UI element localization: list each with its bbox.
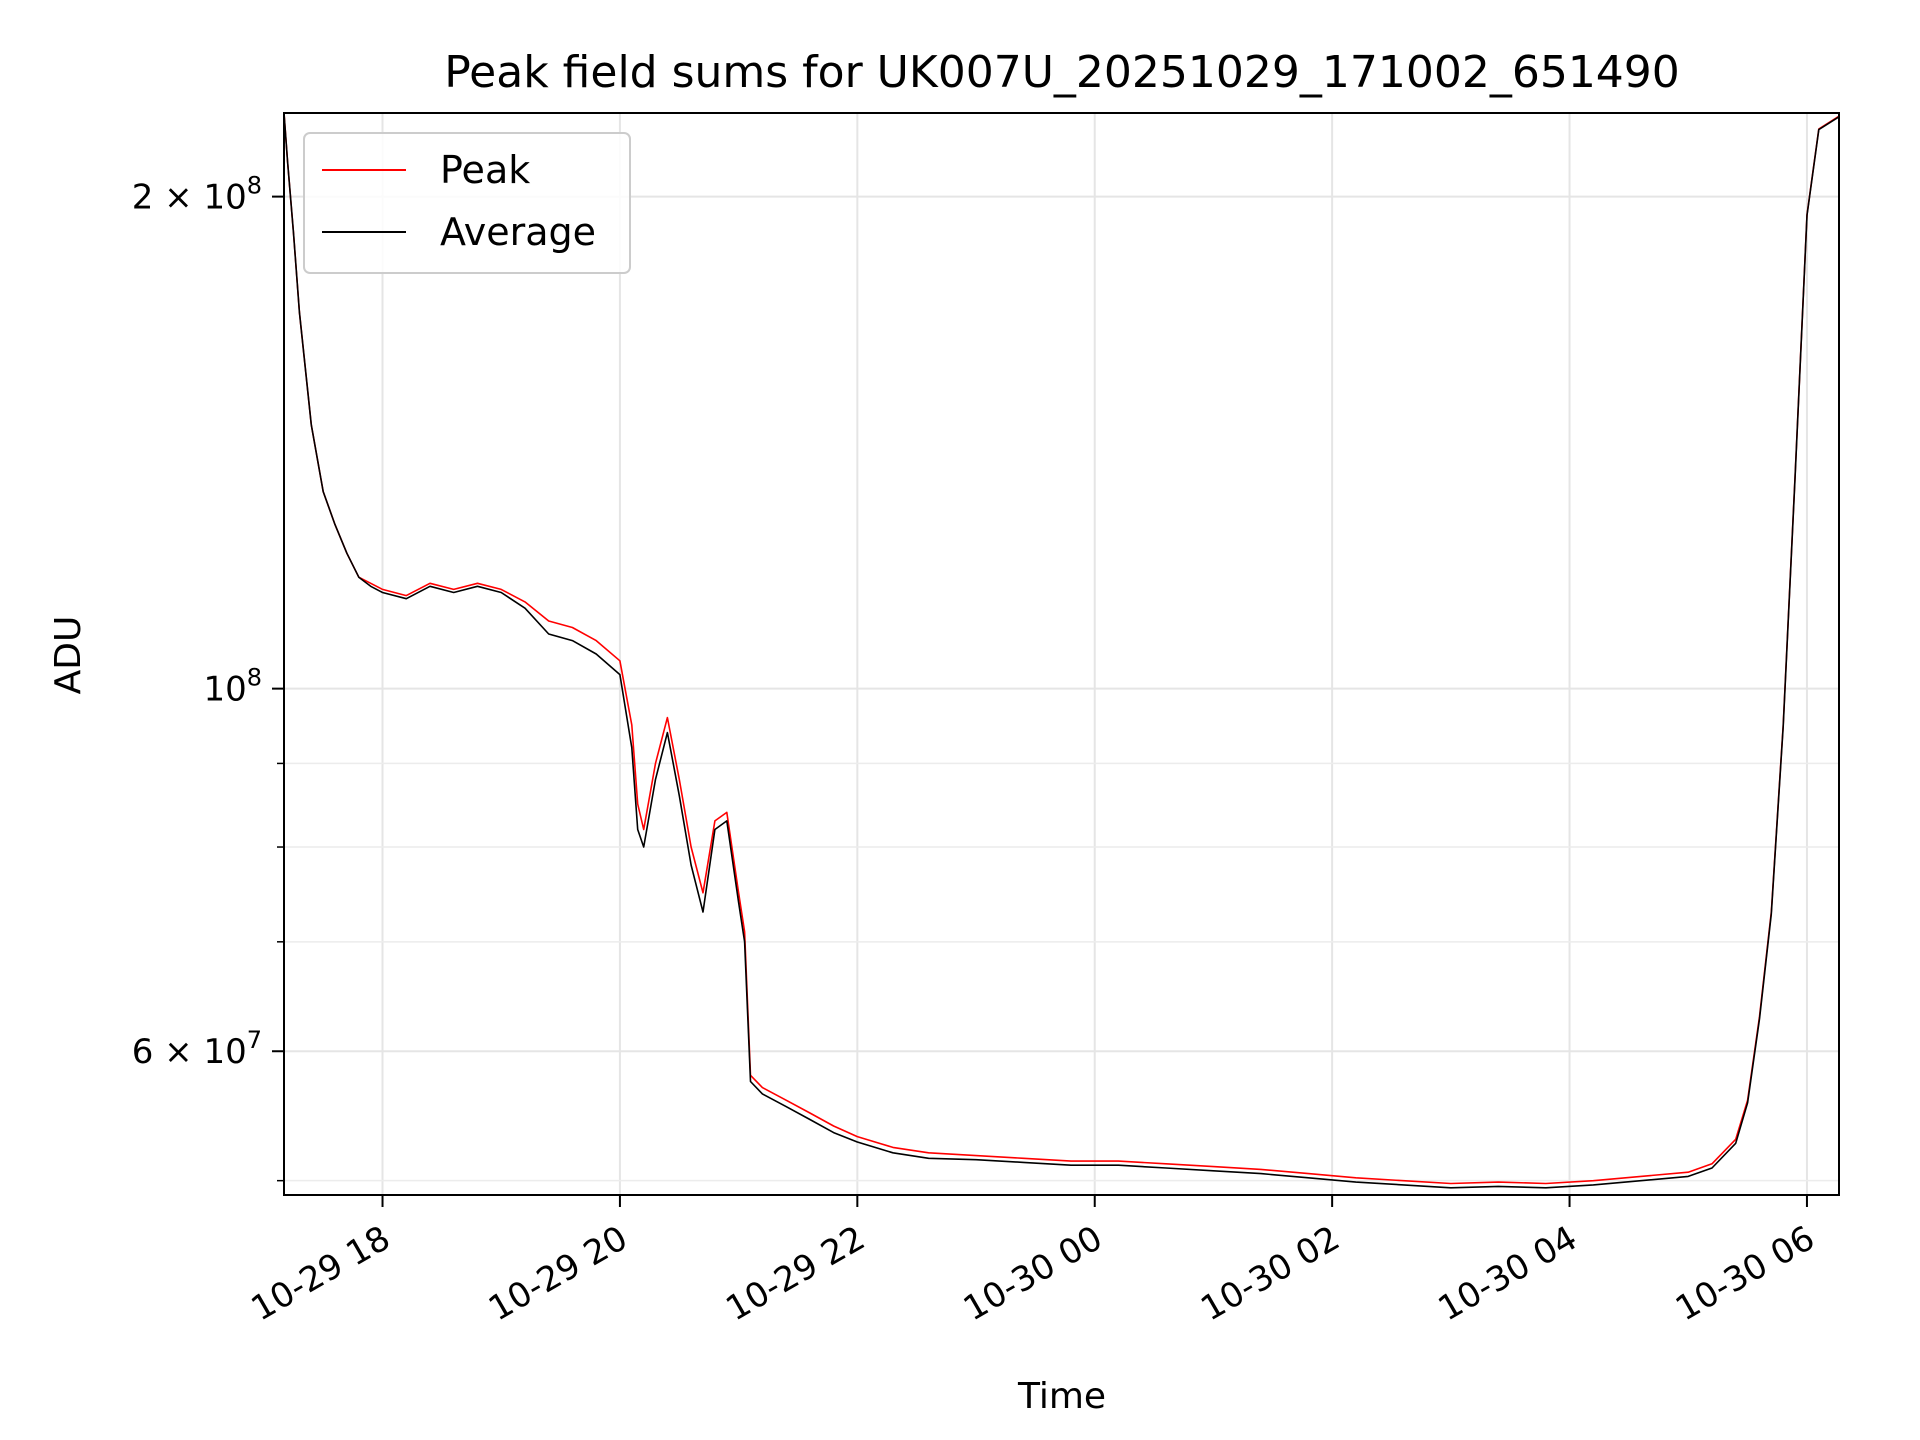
y-tick-label-base-0: 2 × 10 xyxy=(132,178,247,218)
legend-box xyxy=(303,132,631,274)
grid-layer xyxy=(284,113,1839,1195)
series-layer xyxy=(283,112,1840,1189)
x-axis-label: Time xyxy=(1017,1376,1106,1417)
y-tick-label-base-1: 10 xyxy=(203,670,246,710)
y-tick-label-1: 108 xyxy=(203,664,262,710)
legend-entry-average: Average xyxy=(440,210,596,254)
plot-frame xyxy=(283,112,1840,1196)
legend: Peak Average xyxy=(303,132,631,274)
legend-entry-peak: Peak xyxy=(440,148,530,192)
y-tick-label-2: 6 × 107 xyxy=(132,1026,262,1072)
chart-title: Peak field sums for UK007U_20251029_1710… xyxy=(444,47,1680,98)
y-tick-label-base-2: 6 × 10 xyxy=(132,1032,247,1072)
y-tick-label-exponent-1: 8 xyxy=(247,664,262,692)
y-tick-label-0: 2 × 108 xyxy=(132,172,262,218)
y-axis-label: ADU xyxy=(48,616,89,695)
y-tick-label-exponent-2: 7 xyxy=(247,1026,262,1054)
series-line-average xyxy=(283,112,1840,1189)
y-tick-label-exponent-0: 8 xyxy=(247,172,262,200)
